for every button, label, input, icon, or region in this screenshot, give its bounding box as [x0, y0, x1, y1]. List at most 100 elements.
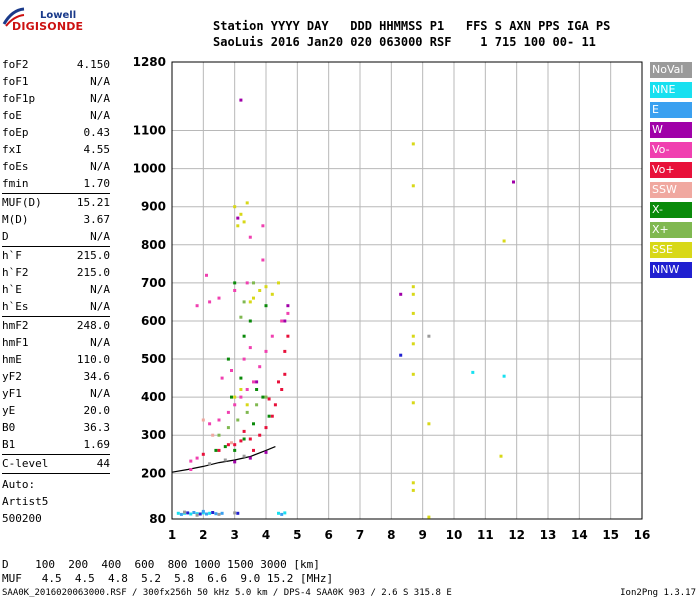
echo-point: [283, 511, 287, 515]
echo-point: [264, 304, 268, 308]
param-name: foE: [2, 109, 22, 122]
echo-point: [502, 374, 506, 378]
param-value: 20.0: [83, 404, 111, 417]
echo-point: [245, 388, 249, 391]
param-value: 110.0: [76, 353, 110, 366]
echo-point: [189, 512, 193, 516]
echo-point: [176, 511, 180, 515]
param-row: hmE 110.0: [2, 351, 110, 368]
echo-point: [258, 433, 262, 437]
x-tick-label: 13: [540, 528, 557, 542]
auto-scaling-line1: Auto:: [2, 478, 36, 491]
param-row: h`F 215.0: [2, 247, 110, 264]
echo-point: [217, 512, 221, 516]
legend-item: X-: [650, 202, 692, 218]
echo-point: [255, 388, 259, 391]
echo-point: [205, 512, 208, 516]
echo-point: [236, 224, 240, 228]
echo-point: [183, 510, 186, 514]
legend: NoVal NNE E W Vo- Vo+ SSW X- X+ SSE NNW: [650, 62, 692, 282]
echo-point: [411, 342, 415, 346]
x-tick-label: 7: [356, 528, 364, 542]
echo-point: [205, 273, 208, 277]
param-name: h`F: [2, 249, 22, 262]
echo-point: [189, 459, 193, 463]
echo-point: [252, 296, 255, 300]
echo-point: [277, 380, 280, 384]
echo-point: [230, 441, 233, 445]
param-name: hmE: [2, 353, 22, 366]
param-name: B1: [2, 438, 16, 451]
y-tick-label: 400: [141, 390, 166, 404]
param-row: yF2 34.6: [2, 368, 110, 385]
x-tick-label: 12: [508, 528, 525, 542]
echo-point: [189, 468, 193, 471]
x-tick-label: 15: [602, 528, 619, 542]
echo-point: [267, 414, 271, 418]
echo-point: [233, 289, 237, 292]
echo-point: [273, 403, 277, 407]
echo-point: [264, 450, 268, 454]
echo-point: [223, 445, 227, 449]
echo-point: [264, 395, 268, 399]
param-value: N/A: [90, 109, 110, 122]
legend-item: Vo-: [650, 142, 692, 158]
param-row: hmF2 248.0: [2, 317, 110, 334]
param-row: fxI 4.55: [2, 141, 110, 158]
y-tick-label: 1000: [133, 162, 166, 176]
echo-point: [512, 180, 515, 184]
echo-point: [211, 433, 215, 437]
plot-frame: [171, 61, 643, 520]
logo-line1: Lowell: [40, 10, 77, 21]
echo-point: [399, 353, 403, 357]
legend-item: NNW: [650, 262, 692, 278]
echo-point: [242, 437, 246, 441]
echo-point: [255, 380, 259, 384]
echo-point: [248, 300, 252, 304]
param-value: 4.55: [83, 143, 111, 156]
echo-point: [248, 456, 252, 460]
echo-point: [286, 304, 290, 308]
echo-point: [217, 448, 221, 452]
y-tick-label: 300: [141, 428, 166, 442]
echo-point: [411, 292, 415, 296]
x-tick-label: 9: [418, 528, 426, 542]
echo-point: [248, 319, 252, 323]
echo-point: [261, 258, 265, 262]
echo-point: [245, 281, 249, 285]
x-tick-label: 11: [477, 528, 494, 542]
echo-point: [258, 289, 262, 292]
param-divider: [2, 316, 110, 317]
param-value: 0.43: [83, 126, 111, 139]
echo-point: [233, 205, 237, 209]
muf-table: D 100 200 400 600 800 1000 1500 3000 [km…: [2, 558, 333, 586]
echo-point: [208, 511, 212, 515]
param-row: fmin 1.70: [2, 175, 110, 192]
param-name: h`Es: [2, 300, 29, 313]
echo-point: [245, 403, 249, 407]
parameter-panel: foF2 4.150 foF1 N/A foF1p N/A foE N/A foEp 0.43 fx…: [2, 56, 110, 527]
echo-point: [411, 184, 415, 188]
echo-point: [411, 372, 415, 376]
echo-point: [239, 439, 243, 443]
logo-swoosh-icon: [2, 7, 25, 27]
muf-distance-row: D 100 200 400 600 800 1000 1500 3000 [km…: [2, 558, 320, 571]
version-label: Ion2Png 1.3.17: [620, 588, 696, 598]
digisonde-logo: Lowell DIGISONDE: [0, 4, 83, 34]
y-tick-label: 500: [141, 352, 166, 366]
echo-point: [233, 448, 237, 452]
param-row: foF1p N/A: [2, 90, 110, 107]
x-tick-label: 1: [168, 528, 176, 542]
param-value: N/A: [90, 300, 110, 313]
echo-point: [261, 395, 265, 399]
echo-point: [192, 511, 196, 514]
echo-point: [242, 429, 246, 433]
param-value: 215.0: [76, 266, 110, 279]
param-name: MUF(D): [2, 196, 42, 209]
echo-point: [252, 422, 255, 426]
param-value: 1.69: [83, 438, 111, 451]
param-divider: [2, 473, 110, 474]
legend-item: W: [650, 122, 692, 138]
echo-point: [220, 511, 224, 515]
param-row: h`Es N/A: [2, 298, 110, 315]
